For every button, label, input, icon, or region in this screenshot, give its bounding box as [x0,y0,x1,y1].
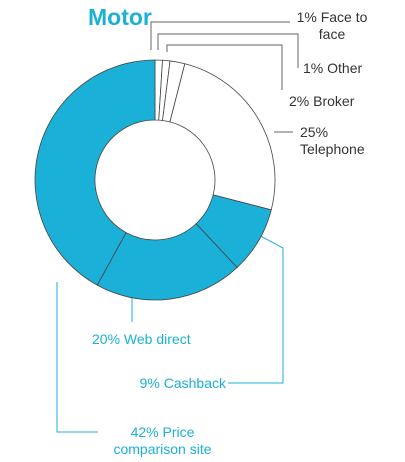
category-label: Other [327,60,363,76]
value-label: 20% [92,331,121,347]
category-label: Broker [313,93,355,109]
slice [96,223,238,301]
value-label: 2% [289,93,310,109]
data-label: 42% Price comparison site [100,424,225,458]
category-label: Face to face [318,9,368,42]
chart-title: Motor [88,4,152,30]
leader-line [150,21,290,50]
data-label: 1% Face to face [290,9,374,43]
value-label: 9% [139,375,160,391]
slice [34,59,156,286]
data-label: 9% Cashback [104,375,226,392]
value-label: 1% [303,60,324,76]
category-label: Web direct [123,331,191,347]
data-label: 25% Telephone [300,124,370,158]
category-label: Cashback [163,375,226,391]
leader-line [56,282,98,433]
data-label: 2% Broker [289,93,389,110]
leader-line [166,44,283,90]
category-label: Telephone [300,141,365,157]
data-label: 20% Web direct [92,331,232,348]
value-label: 1% [296,9,317,25]
value-label: 25% [300,124,329,140]
leader-line [157,33,299,68]
slice [169,63,276,211]
value-label: 42% [130,424,159,440]
data-label: 1% Other [303,60,393,77]
category-label: Price comparison site [113,424,212,457]
